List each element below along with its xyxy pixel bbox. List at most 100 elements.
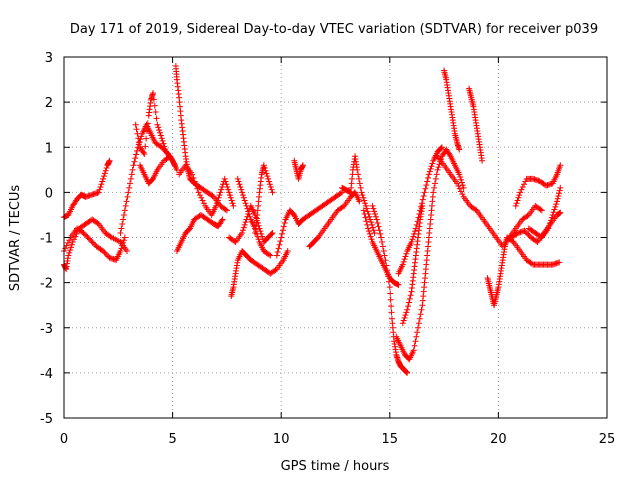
data-point bbox=[548, 214, 555, 221]
data-point bbox=[388, 303, 395, 310]
data-point bbox=[90, 240, 97, 247]
data-point bbox=[410, 233, 417, 240]
data-point bbox=[513, 200, 520, 207]
data-point bbox=[431, 180, 438, 187]
data-point bbox=[151, 102, 158, 109]
data-point bbox=[425, 171, 432, 178]
data-point bbox=[64, 239, 71, 246]
data-point bbox=[556, 259, 563, 266]
data-point bbox=[364, 221, 371, 228]
x-tick-label: 20 bbox=[490, 432, 507, 447]
data-point bbox=[454, 180, 461, 187]
data-point bbox=[241, 197, 248, 204]
data-point bbox=[438, 145, 445, 152]
data-point bbox=[278, 234, 285, 241]
data-point bbox=[387, 290, 394, 297]
data-point bbox=[102, 250, 109, 257]
data-point bbox=[459, 182, 466, 189]
data-point bbox=[138, 133, 145, 140]
data-point bbox=[385, 278, 392, 285]
data-point bbox=[547, 220, 554, 227]
data-point bbox=[456, 171, 463, 178]
data-point bbox=[124, 193, 131, 200]
data-point bbox=[517, 189, 524, 196]
data-point bbox=[360, 194, 367, 201]
data-point bbox=[231, 238, 238, 245]
data-point bbox=[554, 198, 561, 205]
data-point bbox=[274, 248, 281, 255]
series-arc-j bbox=[228, 248, 291, 300]
data-point bbox=[272, 266, 279, 273]
data-point bbox=[533, 238, 540, 245]
data-point bbox=[519, 183, 526, 190]
data-point bbox=[411, 342, 418, 349]
data-point bbox=[381, 252, 388, 259]
data-point bbox=[200, 200, 207, 207]
data-point bbox=[97, 183, 104, 190]
data-point bbox=[365, 228, 372, 235]
data-point bbox=[222, 206, 229, 213]
data-point bbox=[367, 216, 374, 223]
data-point bbox=[284, 248, 291, 255]
data-point bbox=[135, 135, 142, 142]
data-point bbox=[226, 189, 233, 196]
x-tick-label: 10 bbox=[273, 432, 290, 447]
data-point bbox=[512, 202, 519, 209]
data-point bbox=[366, 230, 373, 237]
data-point bbox=[361, 197, 368, 204]
data-point bbox=[372, 211, 379, 218]
data-point bbox=[268, 230, 275, 237]
data-point bbox=[100, 173, 107, 180]
series-arc-x bbox=[466, 85, 486, 164]
data-point bbox=[127, 180, 134, 187]
data-point bbox=[401, 256, 408, 263]
data-point bbox=[417, 207, 424, 214]
data-point bbox=[362, 202, 369, 209]
data-point bbox=[438, 144, 445, 151]
data-point bbox=[405, 303, 412, 310]
data-point bbox=[479, 157, 486, 164]
data-point bbox=[70, 236, 77, 243]
grid-lines bbox=[64, 57, 607, 418]
data-point bbox=[416, 315, 423, 322]
data-points bbox=[61, 63, 564, 376]
data-point bbox=[63, 242, 70, 249]
data-point bbox=[238, 186, 245, 193]
data-point bbox=[87, 236, 94, 243]
data-point bbox=[458, 176, 465, 183]
data-point bbox=[402, 312, 409, 319]
data-point bbox=[160, 140, 167, 147]
data-point bbox=[515, 194, 522, 201]
data-point bbox=[245, 208, 252, 215]
data-point bbox=[399, 320, 406, 327]
data-point bbox=[370, 227, 377, 234]
data-point bbox=[95, 189, 102, 196]
data-point bbox=[171, 162, 178, 169]
data-point bbox=[415, 324, 422, 331]
data-point bbox=[194, 185, 201, 192]
data-point bbox=[377, 230, 384, 237]
data-point bbox=[89, 239, 96, 246]
data-point bbox=[280, 223, 287, 230]
data-point bbox=[162, 146, 169, 153]
x-tick-label: 0 bbox=[60, 432, 68, 447]
data-point bbox=[446, 151, 453, 158]
data-point bbox=[273, 252, 280, 259]
data-point bbox=[413, 333, 420, 340]
data-point bbox=[102, 167, 109, 174]
data-point bbox=[277, 238, 284, 245]
data-point bbox=[386, 284, 393, 291]
data-point bbox=[120, 211, 127, 218]
data-point bbox=[435, 164, 442, 171]
data-point bbox=[127, 175, 134, 182]
data-point bbox=[399, 261, 406, 268]
data-point bbox=[239, 192, 246, 199]
data-point bbox=[240, 194, 247, 201]
data-point bbox=[366, 213, 373, 220]
data-point bbox=[555, 190, 562, 197]
series-arc-o bbox=[291, 157, 306, 182]
data-point bbox=[234, 175, 241, 182]
y-tick-label: -5 bbox=[40, 412, 53, 427]
series-arc-ab bbox=[512, 162, 564, 209]
